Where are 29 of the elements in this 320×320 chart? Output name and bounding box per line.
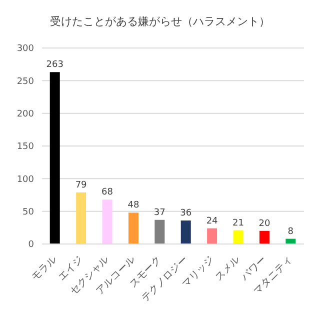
x-tick-label: スメル: [213, 254, 242, 284]
data-label: 263: [46, 60, 64, 70]
y-tick-label: 100: [16, 174, 34, 185]
y-tick-label: 300: [16, 44, 34, 54]
data-label: 37: [154, 208, 166, 218]
bar: [128, 212, 138, 244]
x-tick-label: モラル: [30, 254, 59, 284]
bar: [102, 200, 112, 244]
bar: [50, 72, 60, 244]
data-label: 24: [206, 216, 218, 226]
data-label: 36: [180, 208, 192, 218]
bar: [207, 228, 218, 244]
bar: [76, 192, 86, 244]
bar: [180, 220, 191, 244]
y-tick-label: 250: [16, 76, 34, 87]
data-label: 20: [258, 218, 270, 229]
data-label: 8: [288, 226, 294, 237]
data-label: 79: [75, 180, 88, 190]
y-tick-label: 150: [16, 142, 34, 152]
chart-title: 受けたことがある嫌がらせ（ハラスメント）: [49, 14, 271, 30]
bar: [233, 230, 244, 244]
bar: [259, 230, 270, 244]
data-label: 68: [102, 188, 114, 198]
y-tick-label: 0: [28, 240, 34, 250]
bar: [154, 220, 165, 244]
data-label: 21: [232, 218, 244, 228]
y-tick-label: 50: [22, 208, 34, 218]
y-tick-label: 200: [16, 110, 34, 120]
data-label: 48: [128, 200, 140, 211]
